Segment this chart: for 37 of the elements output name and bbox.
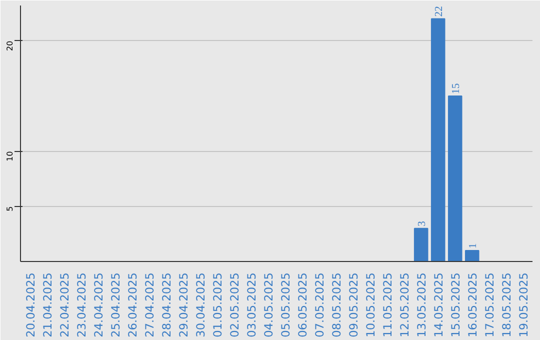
x-tick-label: 01.05.2025: [210, 272, 224, 338]
x-tick-label: 04.05.2025: [261, 272, 276, 338]
x-tick-label: 05.05.2025: [278, 272, 293, 338]
x-tick-label: 03.05.2025: [244, 272, 258, 338]
x-tick-label: 06.05.2025: [296, 272, 310, 338]
x-tick-label: 24.04.2025: [91, 272, 106, 338]
x-tick-label: 02.05.2025: [227, 272, 242, 338]
y-tick-label: 10: [6, 151, 14, 162]
x-tick-label: 12.05.2025: [398, 272, 412, 338]
x-tick-label: 09.05.2025: [346, 272, 361, 338]
x-tick-label: 20.04.2025: [23, 272, 38, 338]
data-label: 15: [451, 83, 462, 94]
x-tick-label: 26.04.2025: [125, 272, 140, 338]
data-label: 1: [468, 243, 480, 248]
x-tick-label: 22.04.2025: [57, 272, 72, 338]
y-tick-label: 5: [6, 206, 14, 212]
data-label: 3: [417, 221, 428, 226]
x-tick-label: 23.04.2025: [74, 272, 88, 338]
x-tick-label: 15.05.2025: [448, 272, 463, 338]
x-tick-label: 10.05.2025: [364, 272, 378, 338]
x-tick-label: 07.05.2025: [312, 272, 327, 338]
x-tick-label: 08.05.2025: [330, 272, 344, 338]
x-tick-label: 25.04.2025: [108, 272, 122, 338]
x-tick-label: 30.04.2025: [193, 272, 208, 338]
x-tick-label: 13.05.2025: [414, 272, 429, 338]
x-tick-label: 11.05.2025: [380, 272, 395, 338]
x-tick-label: 18.05.2025: [500, 272, 514, 338]
x-tick-label: 29.04.2025: [176, 272, 190, 338]
y-tick-label: 20: [6, 40, 14, 51]
x-tick-label: 17.05.2025: [482, 272, 497, 338]
x-tick-label: 16.05.2025: [466, 272, 480, 338]
data-label: 22: [434, 6, 446, 17]
x-tick-label: 27.04.2025: [142, 272, 156, 338]
x-tick-label: 19.05.2025: [516, 272, 531, 338]
x-tick-label: 14.05.2025: [432, 272, 446, 338]
x-tick-label: 21.04.2025: [40, 272, 54, 338]
x-tick-label: 28.04.2025: [159, 272, 174, 338]
